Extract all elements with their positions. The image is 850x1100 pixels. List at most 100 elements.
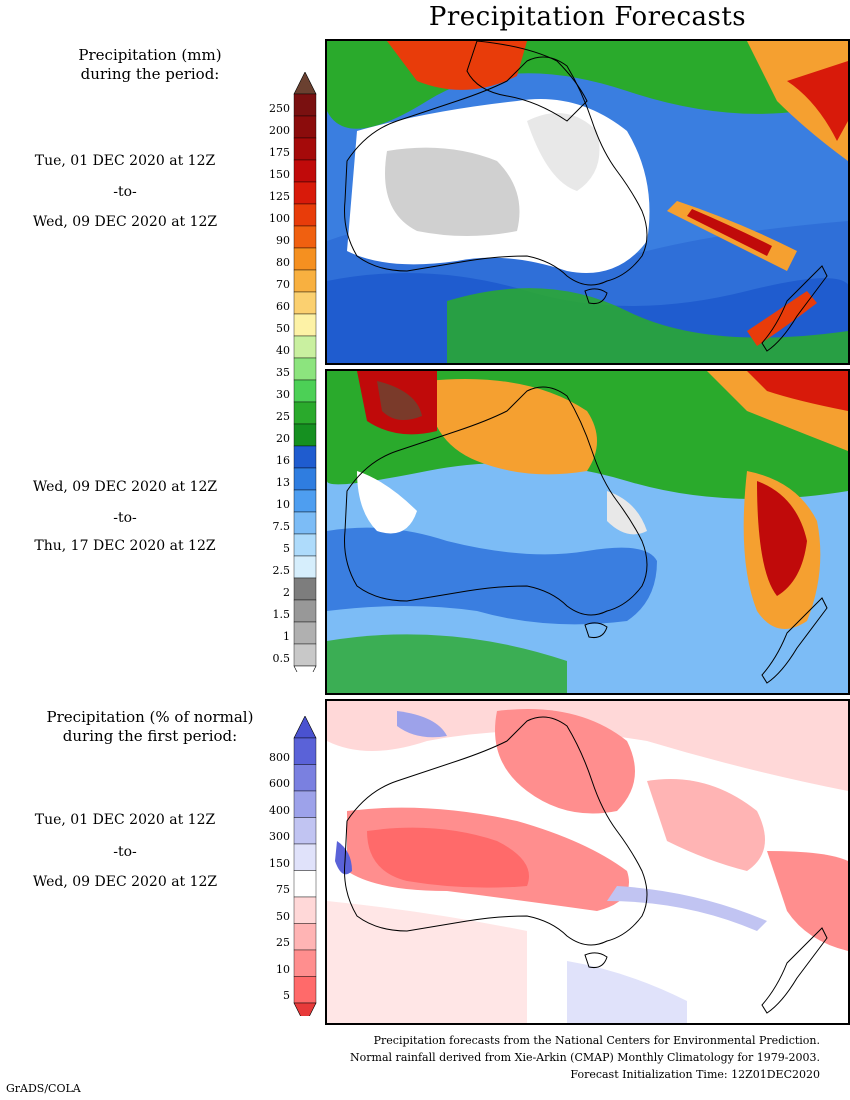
pct-scale-bottom-arrow	[293, 1002, 317, 1016]
mm-scale-label: 1.5	[272, 608, 291, 621]
pct-scale-swatch	[293, 737, 317, 765]
mm-scale-top-arrow	[293, 72, 317, 95]
pct-scale-label: 300	[269, 830, 290, 843]
mm-scale-label: 0.5	[272, 652, 291, 665]
panel3-title-line2: during the first period:	[62, 727, 238, 745]
panel3-to-date: Wed, 09 DEC 2020 at 12Z	[32, 874, 218, 890]
mm-scale-swatch	[293, 467, 317, 491]
pct-scale-label: 150	[269, 856, 290, 870]
panel1-title-line1: Precipitation (mm)	[78, 46, 222, 64]
mm-scale-label: 20	[276, 432, 290, 445]
panel1-to-date: Wed, 09 DEC 2020 at 12Z	[32, 214, 218, 230]
pct-scale-label: 10	[276, 962, 290, 976]
mm-scale-label: 40	[276, 344, 290, 357]
mm-scale-label: 80	[276, 256, 290, 269]
pct-scale-label: 25	[276, 936, 290, 949]
mm-scale-swatch	[293, 445, 317, 469]
mm-scale-label: 2.5	[272, 564, 291, 577]
mm-scale-swatch	[293, 357, 317, 381]
panel2-sep: -to-	[113, 510, 137, 526]
mm-scale-label: 7.5	[272, 520, 291, 533]
pct-scale-top-arrow	[293, 716, 317, 739]
mm-scale-swatch	[293, 533, 317, 557]
mm-scale-label: 10	[276, 498, 290, 511]
mm-scale-label: 70	[276, 278, 290, 291]
footer-line3: Forecast Initialization Time: 12Z01DEC20…	[570, 1068, 820, 1081]
map-panel-1	[325, 39, 850, 365]
panel1-title-line2: during the period:	[80, 65, 220, 83]
mm-scale-label: 25	[276, 410, 290, 423]
mm-scale-swatch	[293, 423, 317, 447]
pct-scale-label: 5	[283, 989, 290, 1002]
footer-line2: Normal rainfall derived from Xie-Arkin (…	[350, 1051, 820, 1064]
mm-scale-swatch	[293, 115, 317, 139]
mm-scale-swatch	[293, 643, 317, 667]
pct-scale-swatch	[293, 949, 317, 977]
mm-scale-label: 5	[283, 542, 290, 555]
pct-scale-label: 600	[269, 777, 290, 790]
mm-scale-label: 200	[269, 124, 290, 137]
mm-scale-label: 90	[276, 234, 290, 247]
mm-scale-label: 2	[283, 586, 290, 599]
mm-scale-swatch	[293, 555, 317, 579]
pct-scale-swatch	[293, 870, 317, 898]
map-panel-3	[325, 699, 850, 1025]
pct-scale-swatch	[293, 896, 317, 924]
page-title: Precipitation Forecasts	[428, 2, 747, 32]
pct-scale-label: 75	[276, 883, 290, 896]
panel2-from-date: Wed, 09 DEC 2020 at 12Z	[32, 479, 218, 495]
mm-scale-label: 250	[269, 102, 290, 115]
mm-scale-label: 50	[276, 322, 290, 335]
panel3-title-line1: Precipitation (% of normal)	[46, 708, 254, 726]
mm-scale-swatch	[293, 291, 317, 315]
mm-scale-swatch	[293, 511, 317, 535]
precip-pct-colorbar	[293, 716, 317, 1016]
pct-scale-swatch	[293, 764, 317, 792]
mm-scale-label: 1	[283, 630, 290, 643]
mm-scale-swatch	[293, 137, 317, 161]
panel1-sep: -to-	[113, 184, 137, 200]
mm-scale-label: 175	[269, 146, 290, 159]
mm-scale-label: 125	[269, 190, 290, 203]
panel3-from-date: Tue, 01 DEC 2020 at 12Z	[34, 812, 216, 828]
mm-scale-swatch	[293, 203, 317, 227]
mm-scale-swatch	[293, 93, 317, 117]
mm-scale-label: 35	[276, 366, 290, 379]
mm-scale-label: 30	[276, 388, 290, 401]
credit: GrADS/COLA	[6, 1082, 81, 1095]
mm-scale-swatch	[293, 621, 317, 645]
mm-scale-swatch	[293, 247, 317, 271]
mm-scale-label: 16	[276, 454, 290, 467]
mm-scale-swatch	[293, 335, 317, 359]
map-panel-2	[325, 369, 850, 695]
mm-scale-bottom-arrow	[293, 665, 317, 672]
mm-scale-label: 150	[269, 168, 290, 181]
panel3-sep: -to-	[113, 844, 137, 860]
panel1-from-date: Tue, 01 DEC 2020 at 12Z	[34, 153, 216, 169]
mm-scale-label: 13	[276, 476, 290, 489]
footer-line1: Precipitation forecasts from the Nationa…	[373, 1034, 820, 1047]
mm-scale-swatch	[293, 379, 317, 403]
mm-scale-swatch	[293, 159, 317, 183]
panel3-title: Precipitation (% of normal) during the f…	[0, 708, 300, 746]
pct-scale-label: 50	[276, 909, 290, 923]
pct-scale-swatch	[293, 976, 317, 1004]
pct-scale-label: 400	[269, 803, 290, 817]
mm-scale-swatch	[293, 577, 317, 601]
pct-scale-label: 800	[269, 750, 290, 764]
mm-scale-swatch	[293, 181, 317, 205]
mm-scale-swatch	[293, 401, 317, 425]
mm-scale-label: 60	[276, 300, 290, 313]
mm-scale-label: 100	[269, 212, 290, 225]
pct-scale-swatch	[293, 790, 317, 818]
precip-mm-colorbar	[293, 72, 317, 672]
mm-scale-swatch	[293, 269, 317, 293]
mm-scale-swatch	[293, 489, 317, 513]
pct-scale-swatch	[293, 817, 317, 845]
mm-scale-swatch	[293, 225, 317, 249]
mm-scale-swatch	[293, 313, 317, 337]
pct-scale-swatch	[293, 923, 317, 951]
mm-scale-swatch	[293, 599, 317, 623]
panel1-title: Precipitation (mm) during the period:	[0, 46, 300, 84]
panel2-to-date: Thu, 17 DEC 2020 at 12Z	[34, 538, 216, 554]
